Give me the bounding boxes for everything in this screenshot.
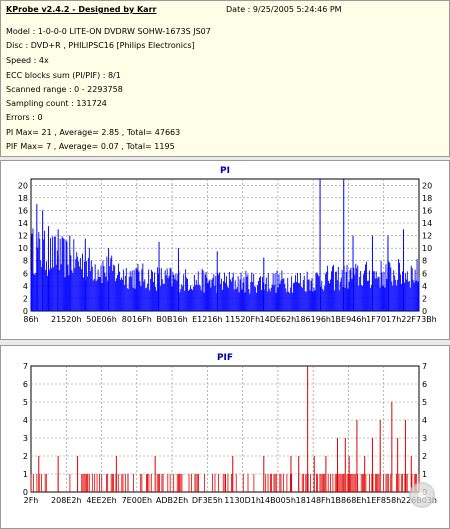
y-tick-label: 5 [23, 398, 28, 407]
y-tick-label: 2 [23, 294, 28, 303]
y-tick-label-right: 6 [422, 269, 427, 278]
y-tick-label: 20 [18, 181, 28, 190]
disc-info: Disc : DVD+R , PHILIPSC16 [Philips Elect… [6, 41, 195, 50]
y-tick-label: 2 [23, 452, 28, 461]
x-tick-label: 11520Fh [225, 315, 260, 324]
pif-summary: PIF Max= 7 , Average= 0.07 , Total= 1195 [6, 142, 175, 151]
y-tick-label-right: 7 [422, 362, 427, 371]
pi-summary: PI Max= 21 , Average= 2.85 , Total= 4766… [6, 128, 181, 137]
pi-chart: PI 0 0 2 2 4 4 6 6 8 8 10 10 12 12 14 14 16 16 18 18 20 20 86h 2… [18, 166, 437, 324]
x-tick-label: 21520h [51, 315, 82, 324]
x-tick-label: DF3E5h [192, 496, 223, 505]
chart-title: PI [220, 166, 230, 176]
x-tick-label: 50E06h [86, 315, 116, 324]
x-tick-label: 186196h [295, 315, 331, 324]
errors-count: Errors : 0 [6, 113, 43, 122]
y-tick-label: 8 [23, 257, 28, 266]
y-tick-label: 1 [23, 470, 28, 479]
y-tick-label: 7 [23, 362, 28, 371]
x-tick-label: 22F73Bh [401, 315, 437, 324]
chart-title: PIF [217, 353, 233, 363]
scan-date: Date : 9/25/2005 5:24:46 PM [226, 5, 342, 14]
x-tick-label: 2Fh [24, 496, 39, 505]
y-tick-label-right: 5 [422, 398, 427, 407]
y-tick-label: 10 [18, 244, 28, 253]
y-tick-label: 14 [18, 219, 28, 228]
pif-chart-panel: PIF00112233445566772Fh208E2h4EE2Eh7E00Eh… [0, 345, 450, 529]
x-tick-label: 18148Fh [296, 496, 331, 505]
x-tick-label: 1130D1h [224, 496, 261, 505]
y-tick-label-right: 20 [422, 181, 432, 190]
y-tick-label-right: 4 [422, 282, 427, 291]
x-tick-label: E1216h [192, 315, 222, 324]
x-tick-label: 86h [23, 315, 38, 324]
x-tick-label: 4EE2Eh [86, 496, 116, 505]
speed-info: Speed : 4x [6, 56, 49, 65]
ecc-info: ECC blocks sum (PI/PIF) : 8/1 [6, 71, 121, 80]
y-tick-label-right: 10 [422, 244, 432, 253]
y-tick-label-right: 14 [422, 219, 432, 228]
data-marks [30, 179, 420, 311]
y-tick-label-right: 3 [422, 434, 427, 443]
scanned-range: Scanned range : 0 - 2293758 [6, 85, 123, 94]
y-tick-label: 3 [23, 434, 28, 443]
x-tick-label: 208E2h [51, 496, 81, 505]
y-tick-label-right: 4 [422, 416, 427, 425]
y-tick-label-right: 2 [422, 294, 427, 303]
sampling-count: Sampling count : 131724 [6, 99, 107, 108]
y-tick-label-right: 2 [422, 452, 427, 461]
app-title: KProbe v2.4.2 - Designed by Karr [6, 5, 157, 14]
y-tick-label: 18 [18, 194, 28, 203]
x-tick-label: 1BE946h [330, 315, 366, 324]
disc-watermark-icon [409, 482, 435, 508]
y-tick-label-right: 16 [422, 206, 432, 215]
y-tick-label: 0 [23, 307, 28, 316]
pif-chart: PIF00112233445566772Fh208E2h4EE2Eh7E00Eh… [23, 353, 437, 505]
y-tick-label-right: 12 [422, 232, 432, 241]
y-tick-label: 6 [23, 269, 28, 278]
x-tick-label: 14B005h [260, 496, 296, 505]
x-tick-label: 7E00Eh [122, 496, 152, 505]
y-tick-label: 16 [18, 206, 28, 215]
x-tick-label: 1B868Eh [330, 496, 366, 505]
y-tick-label: 6 [23, 380, 28, 389]
y-tick-label-right: 6 [422, 380, 427, 389]
y-tick-label: 4 [23, 416, 28, 425]
y-tick-label-right: 18 [422, 194, 432, 203]
pi-chart-panel: PI 0 0 2 2 4 4 6 6 8 8 10 10 12 12 14 14 16 16 18 18 20 20 86h 2… [0, 160, 450, 340]
y-tick-label: 12 [18, 232, 28, 241]
drive-model: Model : 1-0-0-0 LITE-ON DVDRW SOHW-1673S… [6, 27, 211, 36]
x-tick-label: 8016Fh [122, 315, 152, 324]
y-tick-label: 0 [23, 488, 28, 497]
y-tick-label-right: 0 [422, 307, 427, 316]
x-tick-label: 14DE62h [260, 315, 297, 324]
x-tick-label: 1F7017h [366, 315, 401, 324]
x-tick-label: ADB2Eh [156, 496, 188, 505]
y-tick-label-right: 1 [422, 470, 427, 479]
plot-area [30, 365, 420, 493]
x-tick-label: B0B16h [156, 315, 187, 324]
x-tick-label: 1EF858h [366, 496, 401, 505]
y-tick-label-right: 8 [422, 257, 427, 266]
info-panel: KProbe v2.4.2 - Designed by Karr Date : … [0, 0, 450, 157]
plot-area [30, 178, 420, 312]
y-tick-label: 4 [23, 282, 28, 291]
